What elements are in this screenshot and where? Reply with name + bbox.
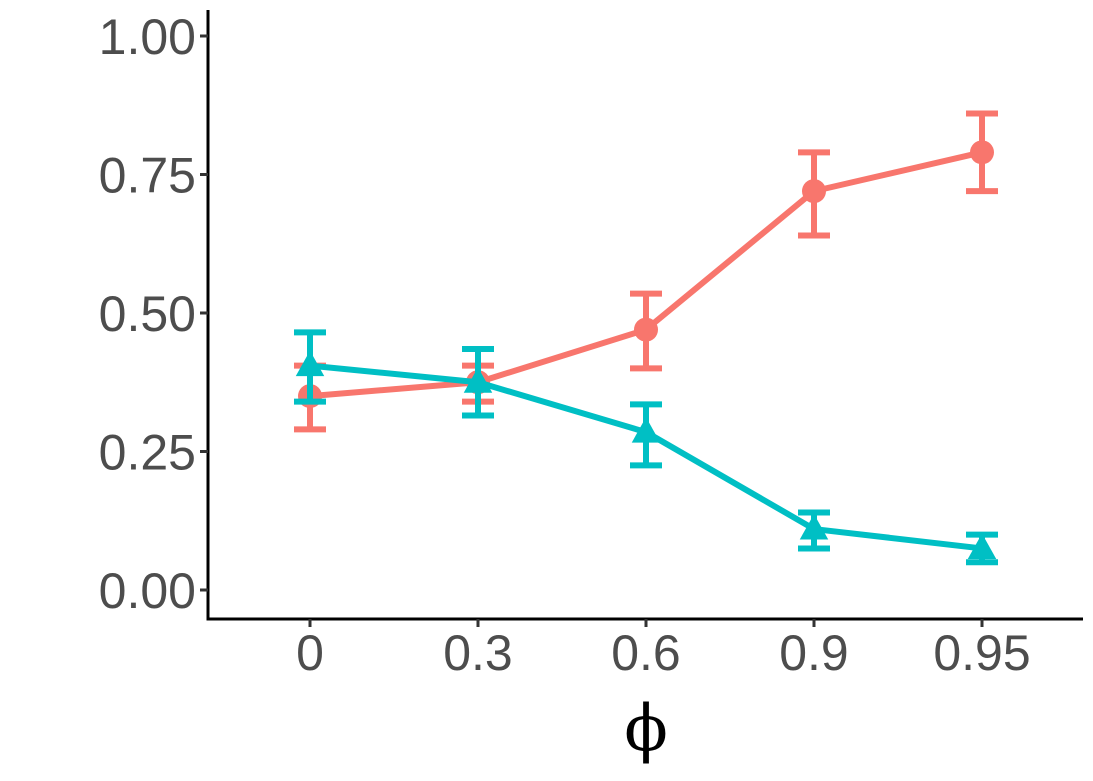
series-red-point: [634, 317, 658, 342]
x-tick-label: 0.6: [611, 625, 681, 681]
y-tick-label: 0.50: [99, 286, 196, 342]
x-tick-label: 0.95: [933, 625, 1030, 681]
x-tick-label: 0.3: [443, 625, 513, 681]
series-teal-point: [631, 417, 661, 443]
series-teal-point: [799, 514, 829, 540]
series-teal-point: [295, 350, 325, 377]
series-red-point: [802, 179, 826, 204]
y-tick-label: 0.00: [99, 563, 196, 619]
y-tick-label: 0.75: [99, 148, 196, 204]
x-tick-label: 0: [296, 625, 324, 681]
x-tick-label: 0.9: [779, 625, 849, 681]
x-axis-title: ϕ: [624, 692, 668, 766]
y-tick-label: 1.00: [99, 9, 196, 65]
series-teal-point: [463, 367, 493, 393]
series-red-point: [970, 140, 994, 165]
y-tick-label: 0.25: [99, 425, 196, 481]
series-teal-point: [967, 533, 997, 559]
